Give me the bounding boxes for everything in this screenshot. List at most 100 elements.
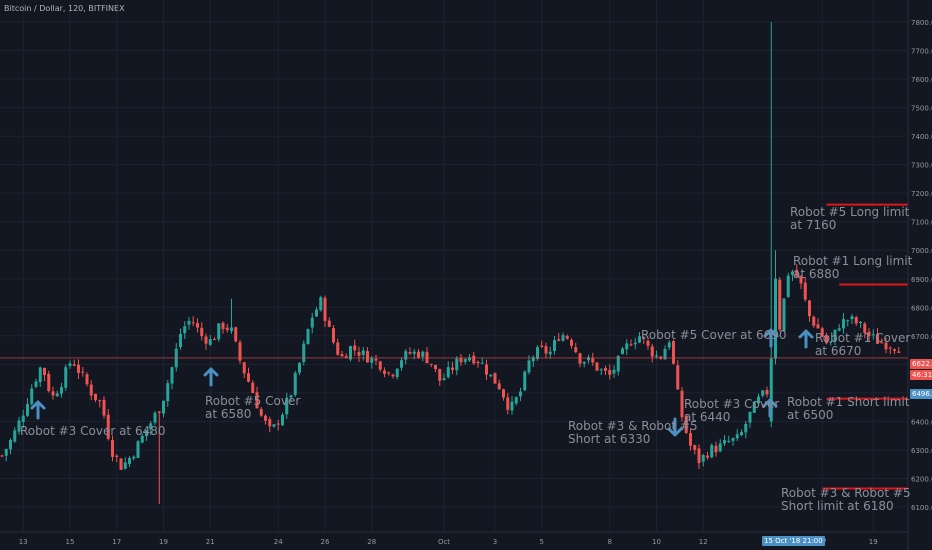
crosshair-time-label: 15 Oct '18 21:00	[762, 536, 825, 546]
candle-body	[64, 367, 68, 388]
candle-body	[672, 341, 675, 364]
candle-body	[757, 396, 760, 404]
price-tick-label: 6900.0	[911, 276, 932, 284]
candle-body	[89, 384, 93, 396]
candle-body	[604, 368, 607, 371]
candle-body	[472, 355, 476, 364]
candle-body	[429, 363, 433, 365]
candle-body	[689, 433, 692, 446]
candle-body	[68, 363, 72, 367]
candle-body	[298, 362, 301, 373]
price-tick-label: 6700.0	[911, 333, 932, 341]
candle-body	[170, 367, 174, 384]
candle-body	[786, 275, 790, 297]
time-tick-label: Oct	[438, 538, 450, 546]
candle-body	[43, 368, 46, 376]
candle-body	[289, 395, 293, 398]
price-axis: 6100.06200.06300.06400.06500.06600.06700…	[911, 19, 932, 512]
candle-body	[412, 351, 416, 354]
candle-body	[187, 320, 191, 325]
candle-body	[625, 343, 629, 350]
candle-body	[153, 412, 157, 423]
candle-body	[47, 373, 51, 392]
price-tick-label: 6400.0	[911, 418, 932, 426]
current-price-label: 6622.4	[910, 359, 932, 369]
candle-body	[684, 415, 688, 433]
candle-body	[208, 339, 212, 345]
candle-body	[493, 372, 497, 384]
time-tick-label: 5	[540, 538, 544, 546]
candle-body	[646, 340, 650, 346]
candle-body	[735, 434, 739, 439]
time-axis: 1315171921242628Oct35810121719	[19, 538, 878, 546]
candle-body	[744, 423, 748, 433]
candle-body	[893, 349, 896, 351]
candle-body	[761, 390, 765, 396]
candle-body	[663, 349, 667, 360]
time-tick-label: 3	[493, 538, 497, 546]
candle-body	[706, 455, 709, 458]
candle-body	[162, 400, 165, 414]
candle-body	[434, 364, 437, 370]
candle-body	[523, 371, 527, 391]
candle-body	[565, 335, 569, 339]
candle-body	[0, 455, 4, 457]
candle-body	[293, 372, 297, 395]
candle-body	[115, 455, 119, 457]
candle-body	[242, 362, 246, 374]
candle-body	[697, 448, 701, 464]
candle-body	[710, 445, 714, 458]
chart-title: Bitcoin / Dollar, 120, BITFINEX	[4, 4, 125, 13]
candle-body	[357, 352, 361, 356]
candle-body	[650, 346, 654, 357]
arrow-up-icon	[798, 329, 814, 349]
candle-body	[370, 357, 374, 363]
candle-body	[200, 327, 204, 337]
arrows	[30, 328, 814, 437]
price-tick-label: 7300.0	[911, 162, 932, 170]
candle-body	[34, 381, 38, 387]
candle-body	[553, 340, 556, 351]
candle-body	[463, 359, 467, 362]
annotation-robot3-cover-6440: Robot #3 Cover at 6440	[684, 397, 780, 424]
price-tick-label: 6300.0	[911, 447, 932, 455]
price-tick-label: 7800.0	[911, 19, 932, 27]
candle-body	[850, 316, 854, 320]
candle-body	[378, 361, 382, 370]
candle-body	[837, 328, 841, 331]
price-countdown-label: 46:31	[910, 370, 932, 380]
candle-body	[451, 367, 454, 370]
candle-body	[55, 393, 59, 397]
candle-body	[94, 393, 97, 400]
candle-body	[145, 430, 148, 437]
candle-body	[642, 337, 646, 339]
candle-body	[361, 350, 365, 355]
candle-body	[816, 324, 820, 329]
candle-body	[842, 319, 845, 329]
candle-body	[480, 362, 484, 364]
candle-body	[519, 391, 522, 397]
candle-body	[225, 327, 229, 331]
candle-body	[425, 351, 429, 364]
candle-body	[179, 333, 182, 348]
arrow-down-icon	[667, 417, 683, 437]
candle-body	[791, 271, 794, 275]
candle-body	[748, 411, 752, 423]
candle-body	[400, 360, 403, 368]
candle-body	[752, 401, 756, 413]
candle-body	[234, 327, 238, 342]
candle-body	[136, 441, 140, 459]
arrow-up-icon	[763, 328, 779, 348]
time-tick-label: 8	[608, 538, 612, 546]
candle-body	[510, 401, 514, 411]
candle-body	[366, 351, 369, 363]
candle-body	[111, 440, 114, 457]
candle-body	[591, 358, 595, 363]
candle-body	[196, 323, 199, 328]
candle-body	[774, 278, 777, 359]
candle-body	[383, 370, 386, 374]
candle-body	[667, 342, 671, 348]
candle-body	[438, 368, 442, 381]
candle-body	[446, 367, 450, 378]
